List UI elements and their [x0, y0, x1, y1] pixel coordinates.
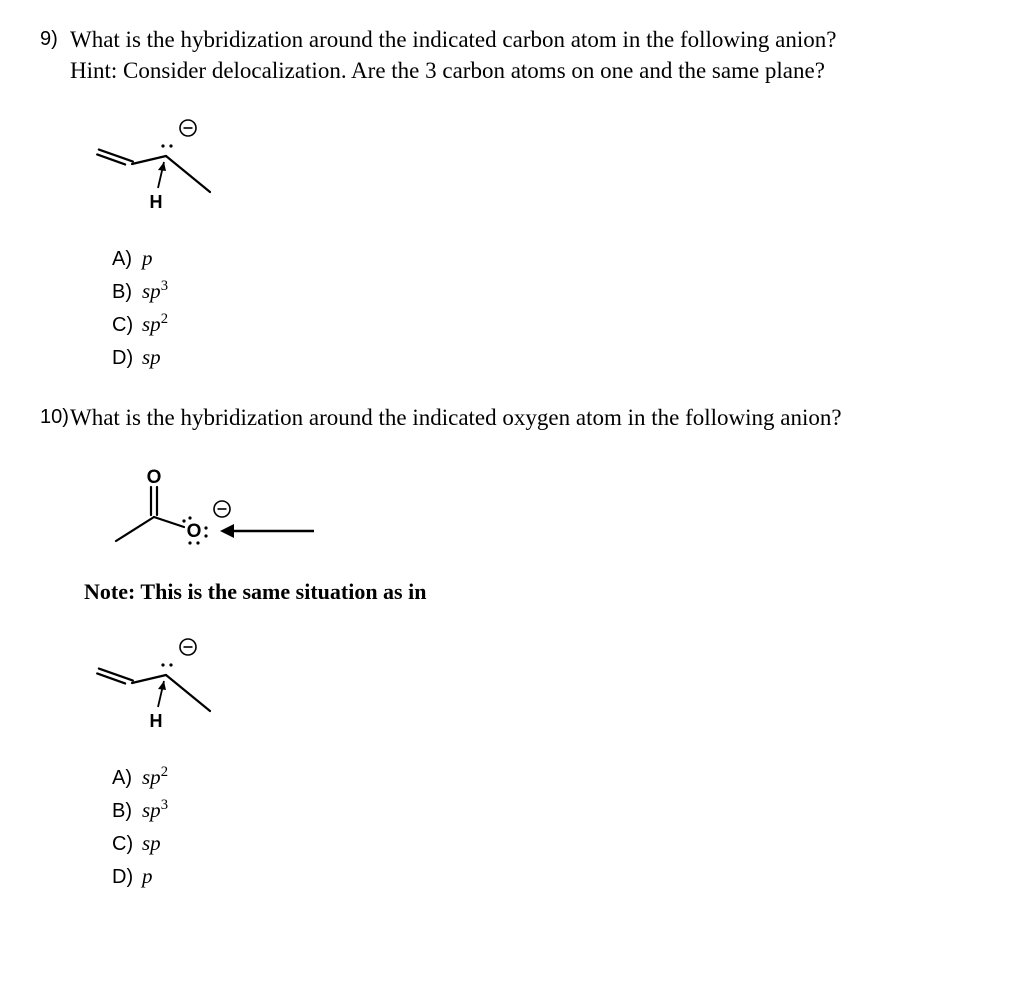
q10-choices: A) sp2 B) sp3 C) sp D) p	[112, 761, 984, 893]
choice-value: sp	[142, 827, 161, 860]
q10-text-line1: What is the hybridization around the ind…	[70, 405, 842, 430]
choice-value: p	[142, 242, 153, 275]
q10-diagram-bottom: H	[84, 633, 984, 743]
q9-header: 9) What is the hybridization around the …	[40, 24, 984, 86]
q9-text-line2: Hint: Consider delocalization. Are the 3…	[70, 58, 825, 83]
choice-value: sp3	[142, 794, 168, 827]
question-10: 10) What is the hybridization around the…	[40, 402, 984, 893]
q10-diagram-top: OO	[84, 461, 984, 561]
choice-value: sp	[142, 341, 161, 374]
choice-letter: C)	[112, 310, 142, 341]
choice-letter: D)	[112, 862, 142, 893]
q9-choices: A) p B) sp3 C) sp2 D) sp	[112, 242, 984, 374]
choice-value: sp2	[142, 761, 168, 794]
q9-choice-C: C) sp2	[112, 308, 984, 341]
svg-text:H: H	[150, 192, 163, 212]
q9-choice-D: D) sp	[112, 341, 984, 374]
q9-text: What is the hybridization around the ind…	[70, 24, 984, 86]
svg-text:H: H	[150, 711, 163, 731]
choice-letter: A)	[112, 763, 142, 794]
choice-value: p	[142, 860, 153, 893]
choice-letter: A)	[112, 244, 142, 275]
q10-choice-D: D) p	[112, 860, 984, 893]
q10-number: 10)	[40, 402, 70, 431]
choice-letter: C)	[112, 829, 142, 860]
choice-letter: B)	[112, 796, 142, 827]
svg-text:O: O	[187, 521, 202, 542]
q9-number: 9)	[40, 24, 70, 53]
choice-letter: D)	[112, 343, 142, 374]
q10-choice-A: A) sp2	[112, 761, 984, 794]
choice-value: sp3	[142, 275, 168, 308]
q9-choice-A: A) p	[112, 242, 984, 275]
svg-text:O: O	[147, 467, 162, 488]
q9-choice-B: B) sp3	[112, 275, 984, 308]
choice-letter: B)	[112, 277, 142, 308]
q9-text-line1: What is the hybridization around the ind…	[70, 27, 836, 52]
q10-text: What is the hybridization around the ind…	[70, 402, 984, 433]
question-9: 9) What is the hybridization around the …	[40, 24, 984, 374]
q9-diagram: H	[84, 114, 984, 224]
choice-value: sp2	[142, 308, 168, 341]
q10-choice-C: C) sp	[112, 827, 984, 860]
q10-header: 10) What is the hybridization around the…	[40, 402, 984, 433]
q10-note: Note: This is the same situation as in	[84, 579, 984, 605]
q10-choice-B: B) sp3	[112, 794, 984, 827]
